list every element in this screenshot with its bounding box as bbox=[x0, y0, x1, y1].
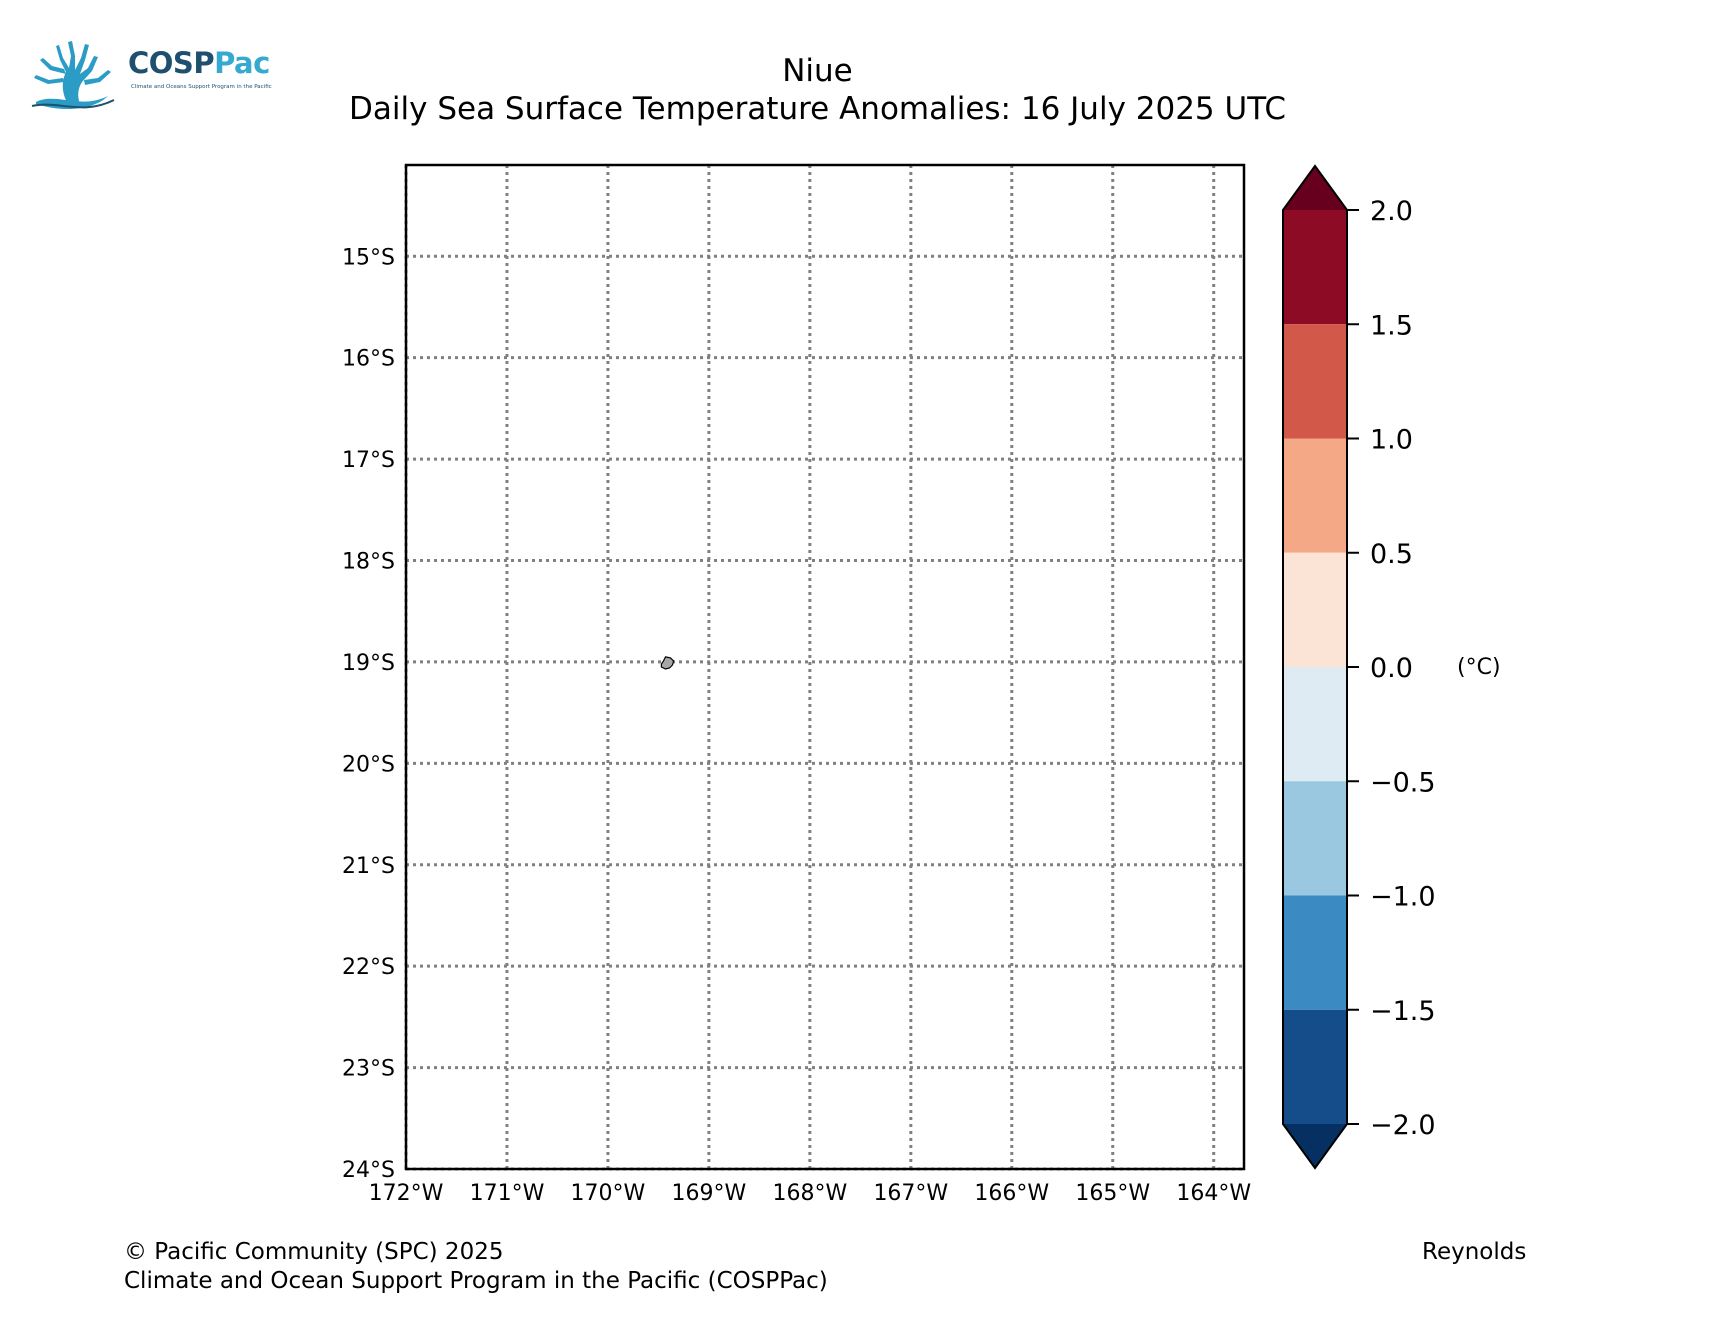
colorbar-bin bbox=[1283, 552, 1347, 667]
colorbar-bin bbox=[1283, 667, 1347, 782]
program-text: Climate and Ocean Support Program in the… bbox=[124, 1268, 828, 1294]
latitude-tick-label: 15°S bbox=[342, 245, 395, 270]
colorbar-bin bbox=[1283, 210, 1347, 325]
longitude-tick-label: 170°W bbox=[571, 1181, 646, 1206]
colorbar: 2.0 1.5 1.0 0.5 0.0 −0.5 −1.0 −1.5 −2.0 bbox=[1282, 164, 1436, 1170]
latitude-tick-label: 24°S bbox=[342, 1158, 395, 1183]
map-frame bbox=[404, 163, 1246, 1171]
longitude-tick-label: 168°W bbox=[772, 1181, 847, 1206]
colorbar-bin bbox=[1283, 438, 1347, 553]
longitude-axis: 172°W 171°W 170°W 169°W 168°W 167°W 166°W 165°W… bbox=[369, 1181, 1252, 1206]
data-source: Reynolds bbox=[1422, 1239, 1527, 1265]
latitude-tick-label: 18°S bbox=[342, 550, 395, 575]
latitude-tick-label: 16°S bbox=[342, 347, 395, 372]
latitude-tick-label: 20°S bbox=[342, 752, 395, 777]
logo-tagline: Climate and Oceans Support Program in th… bbox=[131, 84, 272, 90]
colorbar-bin bbox=[1283, 895, 1347, 1010]
longitude-tick-label: 171°W bbox=[470, 1181, 545, 1206]
colorbar-tick-label: −2.0 bbox=[1370, 1110, 1436, 1141]
colorbar-tick-label: 1.5 bbox=[1370, 310, 1413, 341]
colorbar-extend-max bbox=[1283, 166, 1347, 210]
longitude-tick-label: 172°W bbox=[369, 1181, 444, 1206]
colorbar-tick-label: 0.5 bbox=[1370, 539, 1413, 570]
colorbar-bin bbox=[1283, 781, 1347, 896]
chart-title: Niue Daily Sea Surface Temperature Anoma… bbox=[0, 52, 1635, 128]
colorbar-tick-label: 2.0 bbox=[1370, 196, 1413, 227]
graticule bbox=[404, 165, 1244, 1171]
latitude-tick-label: 17°S bbox=[342, 448, 395, 473]
latitude-axis: 15°S 16°S 17°S 18°S 19°S 20°S 21°S 22°S 23°S 24°S bbox=[342, 245, 395, 1183]
land-layer bbox=[660, 656, 675, 670]
colorbar-bin bbox=[1283, 1009, 1347, 1124]
latitude-tick-label: 21°S bbox=[342, 854, 395, 879]
colorbar-extend-min bbox=[1283, 1124, 1347, 1168]
longitude-tick-label: 167°W bbox=[873, 1181, 948, 1206]
title-description: Daily Sea Surface Temperature Anomalies:… bbox=[349, 91, 1286, 127]
logo-name-accent: Pac bbox=[214, 46, 270, 80]
longitude-tick-label: 165°W bbox=[1075, 1181, 1150, 1206]
latitude-tick-label: 22°S bbox=[342, 955, 395, 980]
colorbar-tick-label: 0.0 bbox=[1370, 653, 1413, 684]
longitude-tick-label: 166°W bbox=[974, 1181, 1049, 1206]
longitude-tick-label: 169°W bbox=[672, 1181, 747, 1206]
title-location: Niue bbox=[782, 53, 853, 89]
footer-credits: © Pacific Community (SPC) 2025 Climate a… bbox=[124, 1238, 828, 1296]
latitude-tick-label: 19°S bbox=[342, 651, 395, 676]
colorbar-bin bbox=[1283, 324, 1347, 439]
latitude-tick-label: 23°S bbox=[342, 1057, 395, 1082]
longitude-tick-label: 164°W bbox=[1176, 1181, 1251, 1206]
coral-icon bbox=[31, 41, 115, 110]
copyright-text: © Pacific Community (SPC) 2025 bbox=[124, 1239, 504, 1265]
colorbar-tick-label: −0.5 bbox=[1370, 767, 1436, 798]
colorbar-tick-label: 1.0 bbox=[1370, 425, 1413, 456]
logo-wordmark: COSPPac bbox=[128, 46, 270, 80]
colorbar-tick-label: −1.5 bbox=[1370, 996, 1436, 1027]
colorbar-tick-label: −1.0 bbox=[1370, 882, 1436, 913]
logo-name: COSP bbox=[128, 46, 215, 80]
cosppac-logo: COSPPac Climate and Oceans Support Progr… bbox=[28, 30, 298, 110]
niue-island bbox=[660, 656, 675, 670]
colorbar-unit-label: (°C) bbox=[1457, 655, 1501, 680]
